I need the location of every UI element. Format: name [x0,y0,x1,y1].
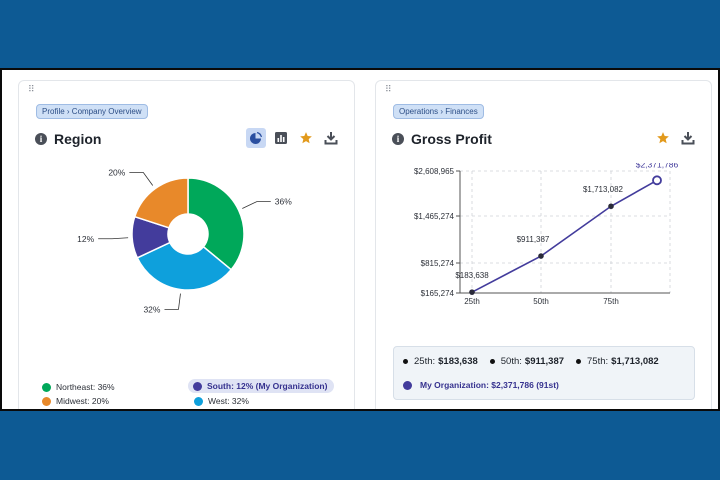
data-label: $911,387 [517,235,550,244]
p50-label: 50th: [500,356,522,367]
pie-data-label: 36% [275,197,292,207]
download-button[interactable] [678,128,698,148]
pie-data-label: 12% [77,234,94,244]
legend-label: West: 32% [208,396,249,406]
data-label: $183,638 [455,271,489,280]
y-tick-label: $165,274 [421,289,455,298]
pie-chart-button[interactable] [246,128,266,148]
bullet-icon [576,359,582,364]
p75-label: 75th: [587,356,609,367]
y-tick-label: $1,465,274 [414,212,455,221]
data-point[interactable] [469,289,475,295]
star-icon [300,132,312,144]
pie-leader-line [164,293,181,310]
star-icon [657,132,669,144]
drag-handle-icon[interactable]: ⠿ [28,85,35,95]
favorite-button[interactable] [296,128,316,148]
info-icon[interactable]: i [35,133,47,145]
card-header: i Gross Profit [392,129,492,149]
pie-data-label: 32% [143,304,160,314]
drag-handle-icon[interactable]: ⠿ [385,85,392,95]
x-tick-label: 25th [464,297,480,306]
region-pie-chart: 36% 32% 12% 20% [77,168,292,315]
my-organization-point[interactable] [652,175,662,186]
download-button[interactable] [321,128,341,148]
card-title: Gross Profit [411,131,492,147]
x-tick-label: 50th [533,297,549,306]
breadcrumb[interactable]: Profile › Company Overview [36,104,148,119]
pie-chart-icon [250,132,262,144]
org-value: My Organization: $2,371,786 (91st) [420,380,559,390]
p75-stat: 75th: $1,713,082 [576,356,659,367]
favorite-button[interactable] [653,128,673,148]
data-point[interactable] [538,253,544,259]
legend-item-northeast[interactable]: Northeast: 36% [42,382,115,392]
y-tick-label: $815,274 [421,259,455,268]
gross-profit-card: ⠿ Operations › Finances i Gross Profit $… [375,80,712,409]
p25-value: $183,638 [438,356,478,367]
legend-swatch [42,382,51,392]
percentile-row: 25th: $183,638 50th: $911,387 75th: $1,7… [403,356,671,367]
legend-label: Northeast: 36% [56,382,115,392]
breadcrumb[interactable]: Operations › Finances [393,104,484,119]
data-point[interactable] [608,203,614,210]
org-swatch [403,380,412,390]
legend-item-midwest[interactable]: Midwest: 20% [42,396,109,406]
legend-item-west[interactable]: West: 32% [194,396,249,406]
pie-slice-midwest[interactable] [133,177,189,229]
legend-label: South: 12% (My Organization) [207,381,328,391]
my-organization-data-label: $2,371,786 [636,163,679,169]
percentile-summary: 25th: $183,638 50th: $911,387 75th: $1,7… [393,346,695,400]
pie-data-label: 20% [108,168,125,178]
info-icon[interactable]: i [392,133,404,145]
card-header: i Region [35,129,101,149]
download-icon [324,132,338,145]
pie-slice-west[interactable] [136,241,233,291]
p75-value: $1,713,082 [611,356,659,367]
dashboard-frame: ⠿ Profile › Company Overview i Region [0,68,720,411]
p50-value: $911,387 [524,356,565,367]
legend-swatch [193,381,202,391]
legend-swatch [42,396,51,406]
x-tick-label: 75th [603,297,619,306]
legend-swatch [194,396,203,406]
pie-leader-line [242,201,271,209]
y-tick-label: $2,608,965 [414,167,455,176]
p25-stat: 25th: $183,638 [403,356,478,367]
my-organization-stat: My Organization: $2,371,786 (91st) [403,380,559,390]
bullet-icon [489,359,495,364]
region-card: ⠿ Profile › Company Overview i Region [18,80,355,409]
series-line [471,179,658,293]
bar-chart-icon [275,132,287,144]
bar-chart-button[interactable] [271,128,291,148]
p50-stat: 50th: $911,387 [489,356,565,367]
gross-profit-line-chart: $2,608,965 $1,465,274 $815,274 $165,274 25th… [414,163,679,306]
pie-leader-line [98,237,129,240]
data-label: $1,713,082 [583,185,624,194]
legend-label: Midwest: 20% [56,396,109,406]
pie-slice-northeast[interactable] [187,177,245,271]
card-toolbar [241,128,341,148]
bullet-icon [403,359,408,364]
card-title: Region [54,131,102,147]
legend-item-south-my-organization[interactable]: South: 12% (My Organization) [188,379,335,393]
card-toolbar [648,128,698,148]
pie-leader-line [129,172,154,186]
p25-label: 25th: [414,356,436,367]
download-icon [681,132,695,145]
